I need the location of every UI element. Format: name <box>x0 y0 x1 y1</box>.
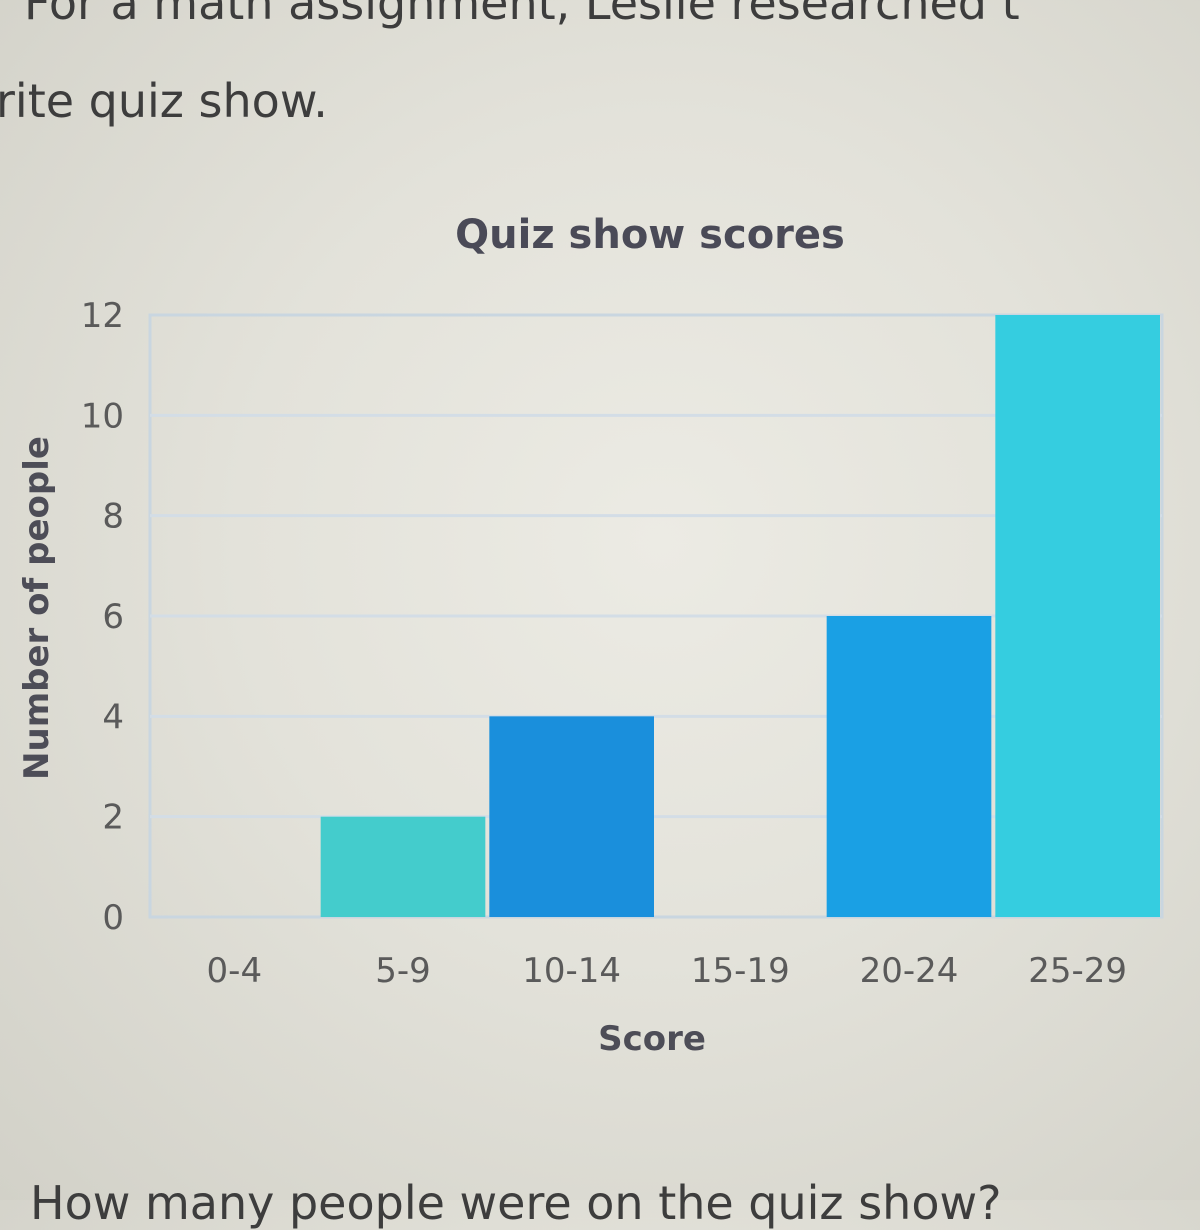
y-axis-label: Number of people <box>17 436 57 780</box>
gridlines <box>148 313 1164 919</box>
question-text: How many people were on the quiz show? <box>30 1176 1002 1230</box>
y-tick-label: 10 <box>81 396 124 436</box>
y-tick-label: 6 <box>102 597 124 637</box>
chart-title: Quiz show scores <box>455 212 845 258</box>
y-tick-label: 8 <box>102 497 124 537</box>
x-tick-label: 0-4 <box>207 951 263 991</box>
x-tick-label: 10-14 <box>522 951 621 991</box>
bar-chart: Quiz show scores 0 2 4 6 8 10 12 0-4 5-9 10-14 15… <box>17 212 1164 1059</box>
intro-text: For a math assignment, Leslie researched… <box>0 0 1200 140</box>
y-tick-label: 4 <box>102 697 124 737</box>
bar-25-29 <box>995 315 1160 917</box>
intro-line-2: rite quiz show. <box>0 74 328 128</box>
y-axis-ticks: 0 2 4 6 8 10 12 <box>81 296 124 938</box>
x-tick-label: 15-19 <box>691 951 790 991</box>
y-tick-label: 2 <box>102 798 124 838</box>
x-tick-label: 5-9 <box>375 951 431 991</box>
x-axis-label: Score <box>598 1019 706 1059</box>
bars <box>320 315 1160 917</box>
bar-10-14 <box>489 716 654 917</box>
y-tick-label: 0 <box>102 898 124 938</box>
x-tick-label: 20-24 <box>860 951 959 991</box>
bar-5-9 <box>320 816 486 917</box>
intro-line-1: For a math assignment, Leslie researched… <box>24 0 1020 30</box>
x-axis-ticks: 0-4 5-9 10-14 15-19 20-24 25-29 <box>207 951 1128 991</box>
bar-20-24 <box>826 616 992 917</box>
y-tick-label: 12 <box>81 296 124 336</box>
x-tick-label: 25-29 <box>1028 951 1127 991</box>
